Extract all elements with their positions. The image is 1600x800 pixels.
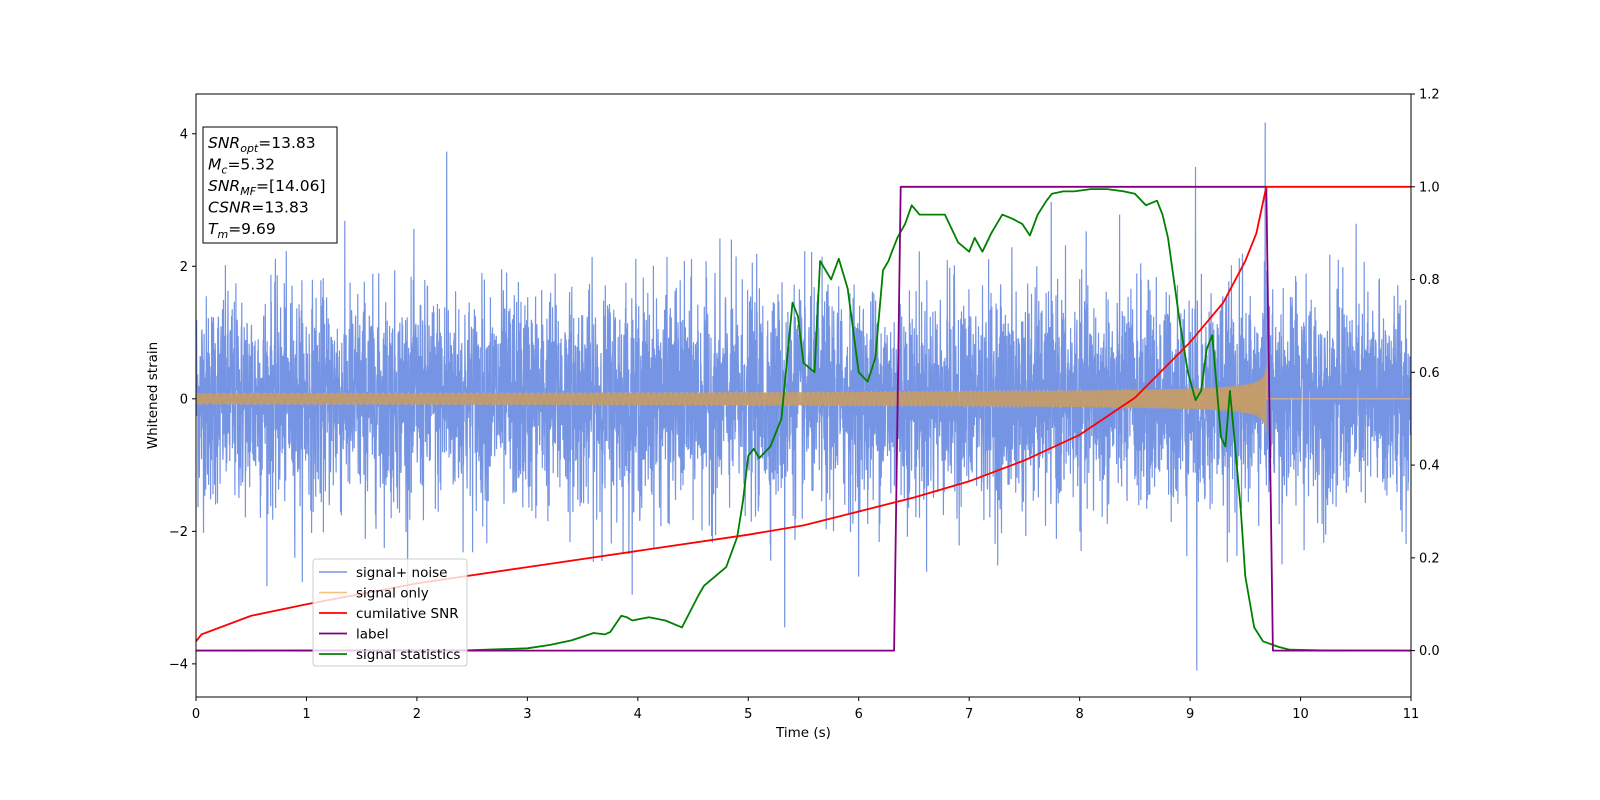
info-box-frame — [202, 126, 338, 244]
y-right-tick-label: 0.4 — [1419, 459, 1440, 474]
info-line: SNRMF=[14.06] — [208, 177, 326, 198]
y-left-tick-label: 4 — [180, 127, 188, 142]
x-tick-label: 8 — [1075, 707, 1083, 722]
y-right-tick-label: 1.0 — [1419, 180, 1440, 195]
x-tick-label: 11 — [1403, 707, 1420, 722]
y-left-tick-label: 0 — [180, 392, 188, 407]
y-left-tick-label: −4 — [169, 657, 188, 672]
info-value: =[14.06] — [256, 177, 325, 195]
info-line: Mc=5.32 — [208, 156, 275, 177]
x-tick-label: 6 — [855, 707, 863, 722]
y-left-tick-label: −2 — [169, 525, 188, 540]
y-right-tick-label: 1.2 — [1419, 88, 1440, 103]
axes-frame — [195, 93, 1412, 698]
x-tick-label: 9 — [1186, 707, 1194, 722]
x-tick-label: 10 — [1292, 707, 1309, 722]
x-tick-label: 2 — [413, 707, 421, 722]
legend-label: signal statistics — [356, 647, 460, 663]
info-symbol: M — [208, 156, 221, 174]
x-tick-label: 3 — [523, 707, 531, 722]
y-right-tick-label: 0.2 — [1419, 551, 1440, 566]
info-value: =13.83 — [251, 199, 308, 217]
x-tick-label: 1 — [302, 707, 310, 722]
x-axis-ticks: 0 1 2 3 4 5 6 7 8 9 10 11 — [192, 697, 1419, 722]
info-line: SNRopt=13.83 — [208, 134, 316, 155]
y-left-tick-label: 2 — [180, 260, 188, 275]
y-axis-left-ticks: −4 −2 0 2 4 — [169, 127, 196, 672]
y-axis-right-ticks: 0.0 0.2 0.4 0.6 0.8 1.0 1.2 — [1411, 88, 1440, 659]
info-subscript: m — [217, 228, 228, 241]
x-tick-label: 0 — [192, 707, 200, 722]
info-value: =13.83 — [258, 134, 315, 152]
info-line: Tm=9.69 — [208, 220, 276, 241]
legend: signal+ noise signal only cumilative SNR la… — [312, 558, 468, 667]
info-symbol: CSNR — [208, 199, 251, 217]
x-tick-label: 4 — [634, 707, 642, 722]
y-right-tick-label: 0.8 — [1419, 273, 1440, 288]
info-symbol: SNR — [208, 177, 240, 195]
info-symbol: SNR — [208, 134, 240, 152]
x-axis-label: Time (s) — [775, 725, 831, 741]
x-tick-label: 5 — [744, 707, 752, 722]
info-subscript: opt — [240, 142, 259, 155]
legend-label: signal+ noise — [356, 565, 447, 581]
x-tick-label: 7 — [965, 707, 973, 722]
info-line: CSNR=13.83 — [208, 199, 309, 217]
info-subscript: MF — [240, 185, 256, 198]
legend-label: cumilative SNR — [356, 606, 459, 622]
series-signal-statistics-line — [196, 188, 1411, 652]
info-value: =5.32 — [227, 156, 275, 174]
series-label-line — [196, 185, 1411, 652]
info-value: =9.69 — [228, 220, 276, 238]
info-subscript: c — [221, 164, 227, 177]
y-axis-left-label: Whitened strain — [145, 342, 161, 449]
info-symbol: T — [208, 220, 219, 238]
legend-frame — [312, 558, 468, 667]
y-right-tick-label: 0.0 — [1419, 644, 1440, 659]
legend-label: signal only — [356, 586, 429, 602]
info-box: SNRopt=13.83Mc=5.32SNRMF=[14.06]CSNR=13.… — [202, 126, 338, 244]
series-signal-only-envelope — [196, 361, 1267, 436]
y-right-tick-label: 0.6 — [1419, 366, 1440, 381]
legend-label: label — [356, 627, 389, 643]
series-layer — [196, 122, 1411, 671]
